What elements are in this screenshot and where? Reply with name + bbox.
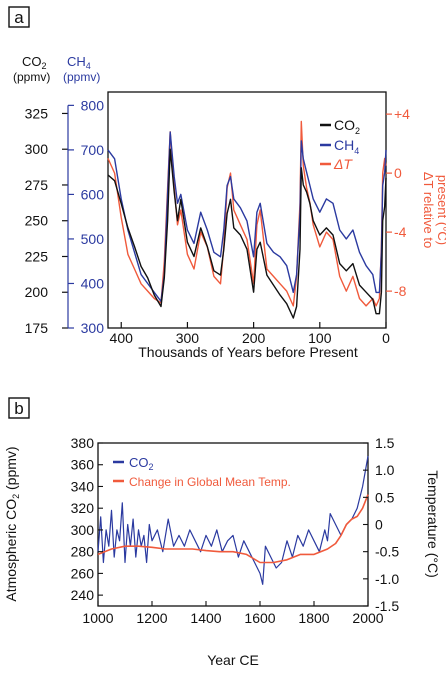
- a-ch4-tick-label: 500: [81, 231, 105, 247]
- b-left-tick-label: 300: [71, 522, 95, 538]
- b-right-axis-title: Temperature (°C): [425, 470, 441, 578]
- b-left-tick-label: 320: [71, 500, 95, 516]
- a-series-group: [107, 120, 387, 319]
- a-dt-tick-label: +4: [394, 106, 410, 122]
- a-legend-ch4-label: CH4: [334, 137, 359, 156]
- b-left-tick-label: 280: [71, 544, 95, 560]
- a-x-tick-label: 300: [176, 330, 200, 346]
- b-left-tick-label: 360: [71, 457, 95, 473]
- a-co2-tick-label: 325: [25, 105, 49, 121]
- b-x-tick-label: 1600: [244, 610, 275, 626]
- a-ch4-axis-title: CH4: [67, 54, 91, 71]
- a-co2-axis-title: CO2: [22, 54, 47, 71]
- a-ch4-tick-label: 800: [81, 97, 105, 113]
- a-series-line-co2: [107, 148, 387, 319]
- b-series-group: [97, 455, 369, 585]
- a-ch4-tick-label: 300: [81, 320, 105, 336]
- b-x-tick-label: 1000: [82, 610, 113, 626]
- a-dt-tick-label: 0: [394, 165, 402, 181]
- a-legend-co2-label: CO2: [334, 117, 360, 136]
- a-co2-tick-label: 275: [25, 177, 49, 193]
- b-right-tick-label: 0.5: [375, 489, 395, 505]
- a-co2-tick-label: 225: [25, 248, 49, 264]
- b-x-tick-label: 1200: [136, 610, 167, 626]
- panel-b-label: b: [8, 397, 30, 419]
- a-co2-axis-unit: (ppmv): [13, 70, 50, 84]
- b-right-tick-label: 1.5: [375, 435, 395, 451]
- a-legend-dt-label: ΔT: [333, 156, 353, 172]
- b-right-tick-label: -1.0: [375, 571, 399, 587]
- a-dt-axis-title-line2: present (°C): [435, 175, 446, 245]
- b-right-tick-label: -0.5: [375, 544, 399, 560]
- a-x-tick-label: 0: [382, 330, 390, 346]
- a-plot-frame: [107, 91, 387, 329]
- a-x-tick-label: 100: [308, 330, 332, 346]
- a-ch4-tick-label: 600: [81, 186, 105, 202]
- panel-b-letter: b: [14, 399, 23, 418]
- a-co2-tick-label: 175: [25, 320, 49, 336]
- b-left-tick-label: 340: [71, 478, 95, 494]
- b-right-tick-label: 0: [375, 517, 383, 533]
- a-x-tick-label: 400: [110, 330, 134, 346]
- a-ch4-tick-label: 400: [81, 275, 105, 291]
- b-left-tick-label: 240: [71, 587, 95, 603]
- b-legend-co2-label: CO2: [129, 455, 154, 472]
- b-x-tick-label: 1400: [190, 610, 221, 626]
- b-left-tick-label: 380: [71, 435, 95, 451]
- b-x-axis-title: Year CE: [207, 652, 259, 668]
- b-left-axis-title: Atmospheric CO2 (ppmv): [3, 446, 21, 601]
- b-series-line-co2: [97, 455, 369, 585]
- a-dt-tick-label: -8: [394, 283, 407, 299]
- b-series-line-temp: [97, 494, 369, 564]
- b-x-tick-label: 2000: [352, 610, 383, 626]
- a-co2-tick-label: 200: [25, 284, 49, 300]
- a-x-tick-label: 200: [242, 330, 266, 346]
- a-ch4-axis-unit: (ppmv): [63, 70, 100, 84]
- b-x-tick-label: 1800: [298, 610, 329, 626]
- a-axes-group: 175 200 225 250 275 300 325 300 400 500 600 700 800 +…: [25, 97, 411, 346]
- b-axes-group: 240 260 280 300 320 340 360 380 -1.5 -1.0 -0.5 0 0.5…: [71, 435, 400, 626]
- b-legend: CO2 Change in Global Mean Temp.: [113, 455, 291, 489]
- panel-a-label: a: [8, 6, 30, 28]
- b-legend-temp-label: Change in Global Mean Temp.: [129, 475, 291, 489]
- b-right-tick-label: 1.0: [375, 462, 395, 478]
- a-legend: CO2 CH4 ΔT: [320, 117, 360, 172]
- b-left-tick-label: 260: [71, 565, 95, 581]
- panel-a-letter: a: [14, 8, 24, 27]
- a-co2-tick-label: 250: [25, 213, 49, 229]
- a-ch4-tick-label: 700: [81, 142, 105, 158]
- a-dt-tick-label: -4: [394, 224, 407, 240]
- a-dt-axis-title-line1: ΔT relative to: [421, 172, 436, 248]
- a-co2-tick-label: 300: [25, 141, 49, 157]
- a-x-axis-title: Thousands of Years before Present: [138, 344, 358, 360]
- b-right-tick-label: -1.5: [375, 598, 399, 614]
